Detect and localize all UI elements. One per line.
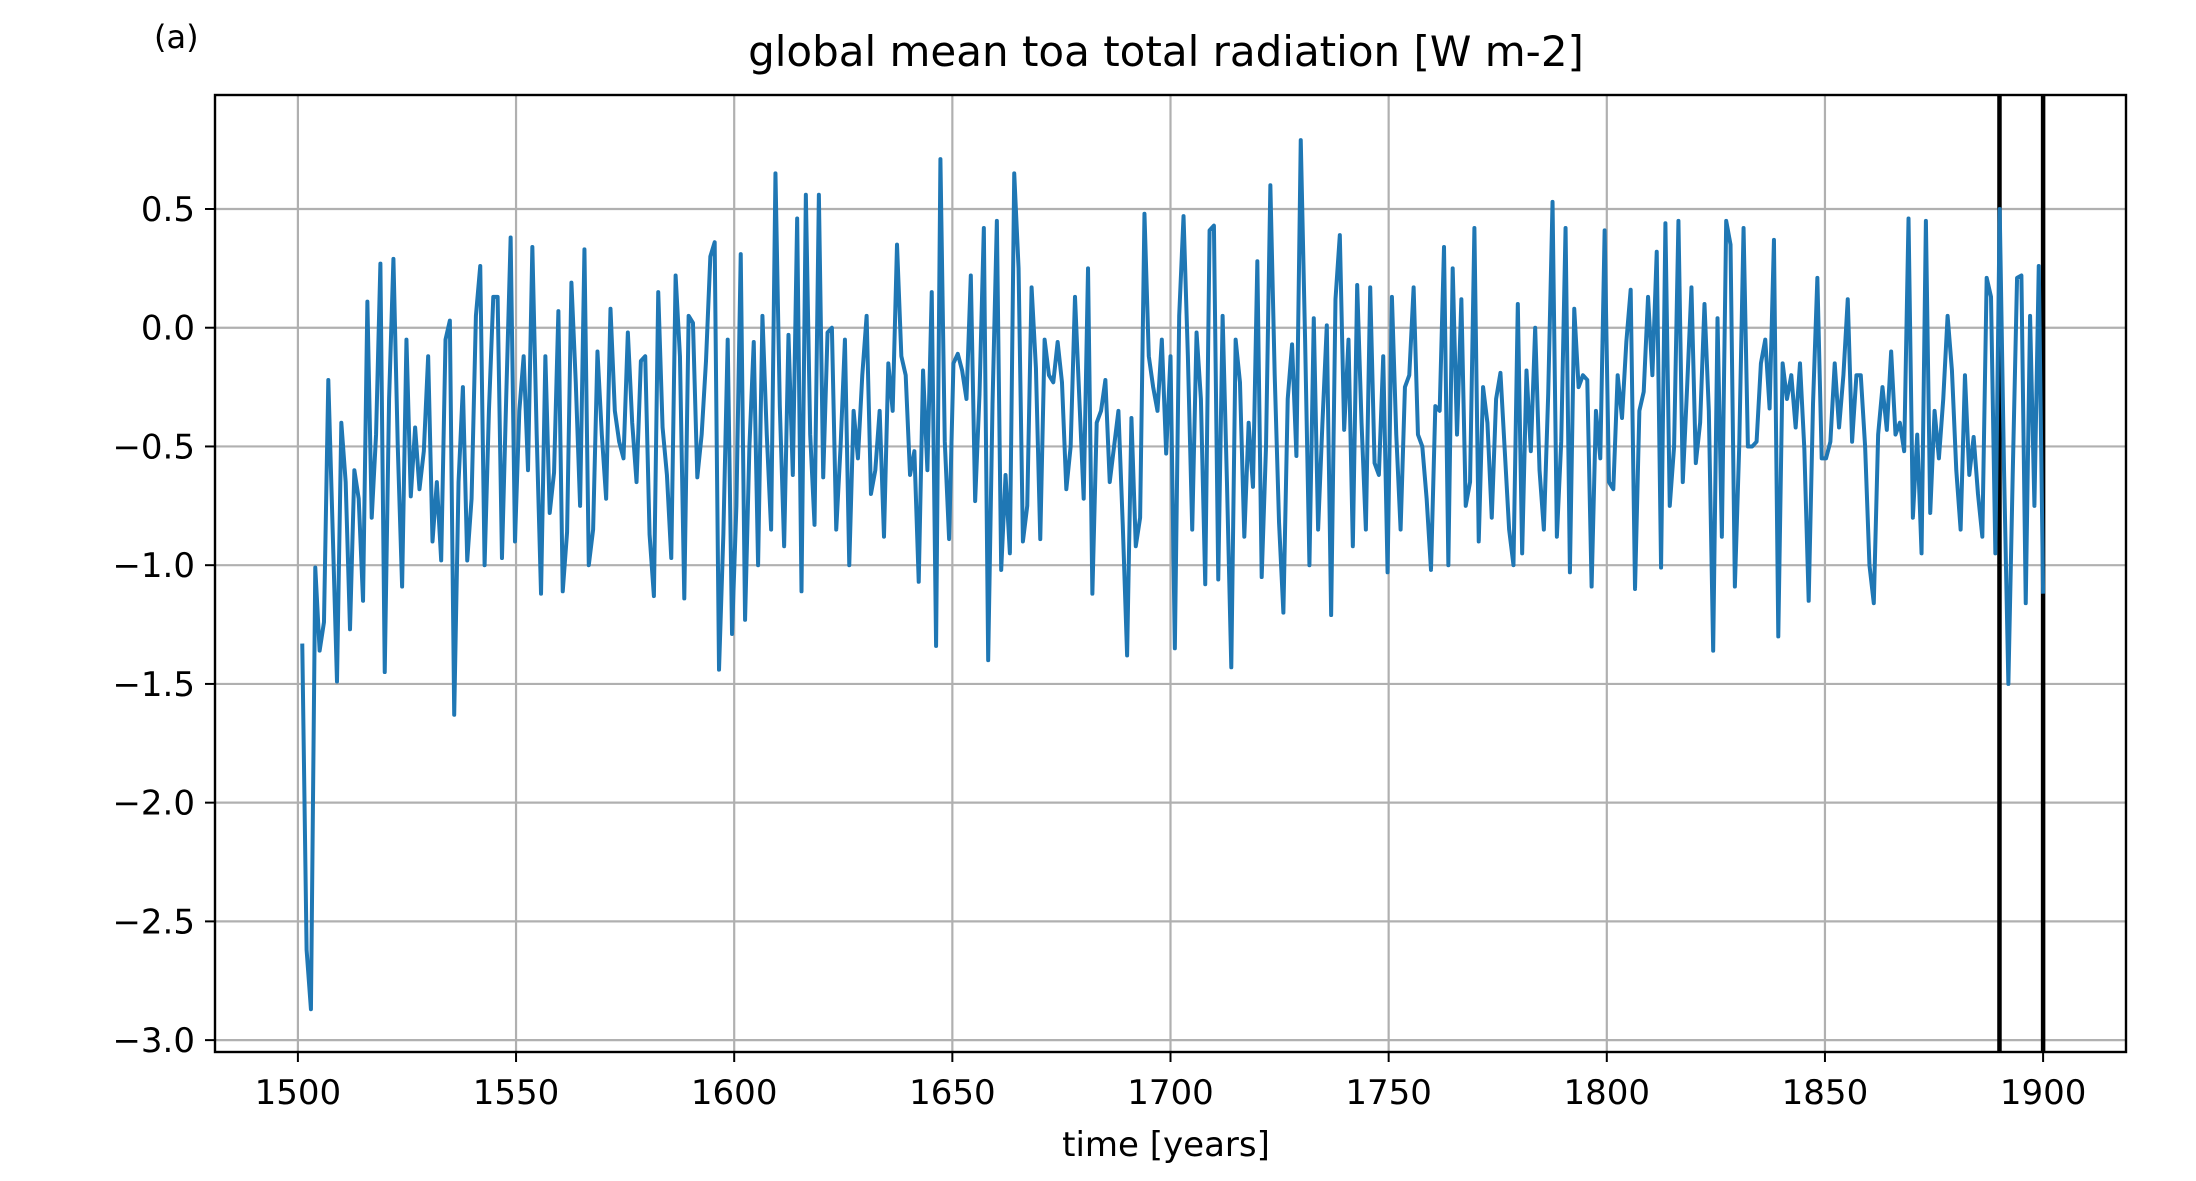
y-tick-label: −2.0 — [112, 784, 195, 824]
x-tick-label: 1700 — [1127, 1073, 1214, 1113]
series-layer — [300, 138, 2046, 1012]
x-tick-label: 1500 — [255, 1073, 342, 1113]
x-tick-label: 1600 — [691, 1073, 778, 1113]
y-tick-label: −1.5 — [112, 665, 195, 705]
x-tick-label: 1800 — [1564, 1073, 1651, 1113]
x-tick-label: 1900 — [2000, 1073, 2087, 1113]
y-tick-label: −2.5 — [112, 902, 195, 942]
y-tick-label: −3.0 — [112, 1021, 195, 1061]
y-tick-label: 0.5 — [141, 190, 195, 230]
y-tick-label: −1.0 — [112, 546, 195, 586]
x-tick-label: 1750 — [1345, 1073, 1432, 1113]
x-tick-label: 1550 — [473, 1073, 560, 1113]
series-line — [300, 138, 2046, 1012]
x-axis: 1500 1550 1600 1650 1700 1750 1800 1850 1900 — [255, 1052, 2087, 1113]
chart-title: global mean toa total radiation [W m-2] — [748, 27, 1584, 76]
x-axis-label: time [years] — [1062, 1125, 1270, 1165]
panel-label: (a) — [154, 18, 199, 56]
x-tick-label: 1850 — [1782, 1073, 1869, 1113]
y-tick-label: 0.0 — [141, 309, 195, 349]
y-tick-label: −0.5 — [112, 427, 195, 467]
y-axis: 0.5 0.0 −0.5 −1.0 −1.5 −2.0 −2.5 −3.0 — [112, 190, 215, 1061]
x-tick-label: 1650 — [909, 1073, 996, 1113]
grid — [215, 95, 2126, 1052]
